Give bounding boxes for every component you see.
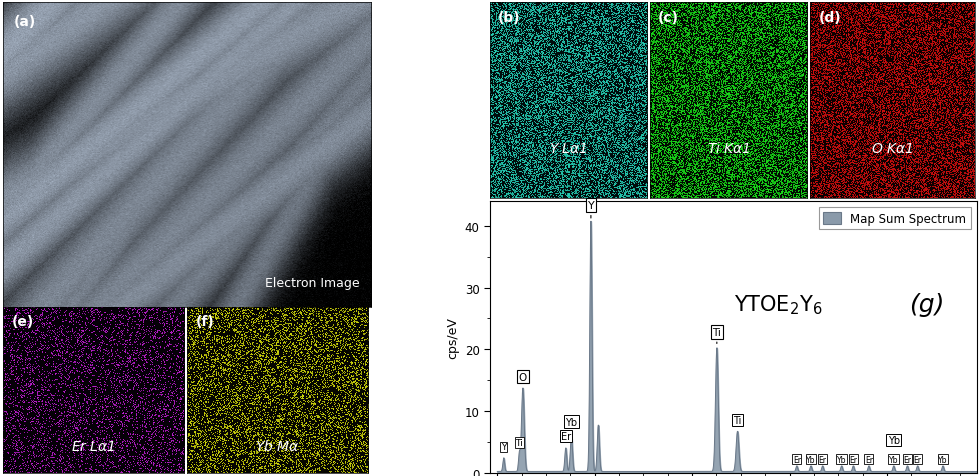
Text: Er: Er: [850, 455, 858, 464]
Text: Y L$\alpha$1: Y L$\alpha$1: [549, 141, 588, 156]
Text: O K$\alpha$1: O K$\alpha$1: [871, 141, 913, 156]
Text: Yb: Yb: [888, 435, 900, 445]
Text: Er: Er: [904, 455, 911, 464]
Text: Ti: Ti: [733, 415, 742, 425]
Text: (a): (a): [14, 15, 36, 29]
Text: Yb: Yb: [938, 455, 948, 464]
Text: Yb: Yb: [889, 455, 899, 464]
Text: Yb: Yb: [565, 417, 577, 427]
Text: Er: Er: [793, 455, 801, 464]
Text: 5μm: 5μm: [97, 328, 122, 338]
Legend: Map Sum Spectrum: Map Sum Spectrum: [818, 208, 971, 230]
Text: Y: Y: [588, 201, 594, 218]
Text: (f): (f): [196, 314, 215, 328]
Text: Yb: Yb: [807, 455, 815, 464]
Text: 5μm: 5μm: [694, 218, 716, 228]
Text: (g): (g): [908, 293, 944, 317]
Text: Y: Y: [501, 442, 507, 451]
Text: Er: Er: [913, 455, 921, 464]
Text: Er: Er: [865, 455, 873, 464]
Text: YTOE$_2$Y$_6$: YTOE$_2$Y$_6$: [733, 293, 822, 317]
Text: Er L$\alpha$1: Er L$\alpha$1: [72, 439, 116, 453]
Y-axis label: cps/eV: cps/eV: [446, 317, 460, 358]
Text: Ti: Ti: [515, 438, 523, 447]
Text: (e): (e): [12, 314, 34, 328]
Text: Er: Er: [561, 431, 570, 441]
Text: 5μm: 5μm: [534, 218, 556, 228]
Text: (d): (d): [818, 11, 841, 25]
Text: O: O: [518, 372, 527, 382]
Text: Er: Er: [818, 455, 826, 464]
Text: Yb: Yb: [837, 455, 847, 464]
Text: 5μm: 5μm: [857, 218, 879, 228]
Text: Ti K$\alpha$1: Ti K$\alpha$1: [707, 140, 751, 156]
Text: Yb M$\alpha$: Yb M$\alpha$: [255, 438, 300, 453]
Text: (c): (c): [658, 11, 679, 25]
Text: Ti: Ti: [712, 327, 721, 344]
Text: (b): (b): [498, 11, 520, 25]
Text: Electron Image: Electron Image: [266, 276, 360, 289]
